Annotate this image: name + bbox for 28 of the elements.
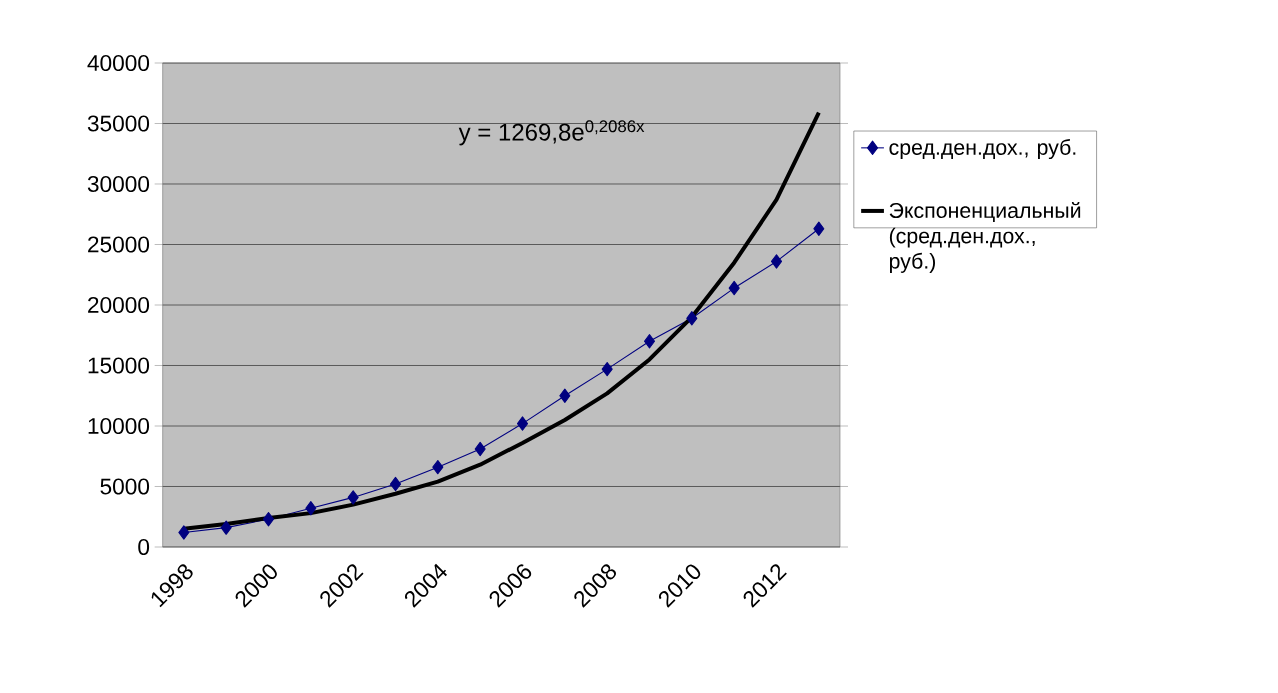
point <box>686 311 698 326</box>
y-tick-label: 5000 <box>100 478 150 495</box>
y-tick-label: 10000 <box>88 417 150 435</box>
y-tick-label: 15000 <box>88 357 150 374</box>
point <box>813 221 825 236</box>
point <box>516 416 529 431</box>
point <box>389 476 402 492</box>
y-tick-label: 25000 <box>88 236 150 253</box>
point <box>220 520 232 535</box>
point <box>347 490 359 505</box>
point <box>262 511 275 527</box>
point <box>728 280 740 296</box>
y-tick-label: 40000 <box>87 54 150 72</box>
legend-label: сред.ден.дох., руб. <box>889 139 1076 160</box>
legend-label: Экспоненциальный (сред.ден.дох., руб.) <box>889 202 1081 273</box>
y-tick-label: 0 <box>138 538 150 556</box>
point <box>559 388 571 403</box>
point <box>178 525 190 540</box>
point <box>432 459 444 475</box>
y-tick-label: 30000 <box>87 175 150 193</box>
point <box>601 361 613 377</box>
point <box>643 334 656 349</box>
y-tick-label: 20000 <box>88 296 150 314</box>
annotation: y = 1269,8e$^{0,2086x}$ <box>458 120 645 146</box>
point <box>770 254 783 269</box>
point <box>474 441 486 457</box>
y-tick-label: 35000 <box>87 115 150 132</box>
point <box>305 501 317 516</box>
